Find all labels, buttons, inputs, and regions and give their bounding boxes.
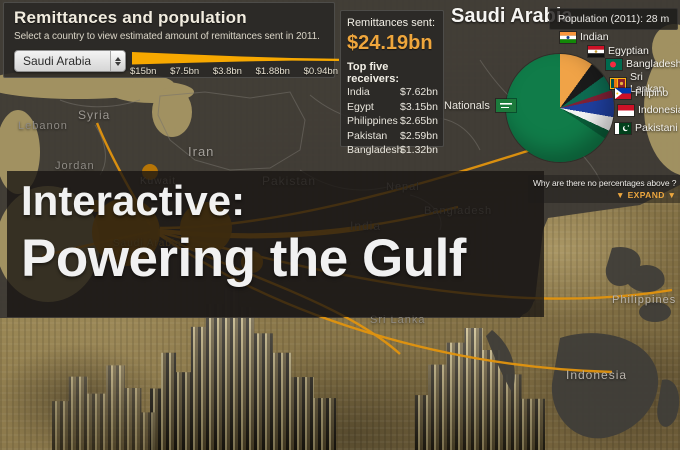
indonesia-flag-icon	[618, 104, 634, 116]
selected-country-title: Saudi Arabia	[451, 5, 573, 27]
percentages-question: Why are there no percentages above ?	[533, 178, 677, 188]
bangladesh-flag-icon	[606, 58, 622, 70]
panel-subtitle: Select a country to view estimated amoun…	[14, 31, 320, 42]
receiver-row: Philippines $2.65bn	[347, 115, 438, 127]
legend-item-bangladeshi[interactable]: Bangladeshi	[606, 58, 680, 70]
flow-scale-labels: $15bn $7.5bn $3.8bn $1.88bn $0.94bn	[130, 66, 338, 77]
map-label: Iran	[188, 144, 215, 159]
map-label: Indonesia	[566, 368, 628, 382]
map-label: Philippines	[612, 294, 677, 306]
population-badge: Population (2011): 28 m	[549, 8, 679, 30]
panel-title: Remittances and population	[14, 8, 247, 27]
title-kicker: Interactive:	[21, 177, 246, 224]
india-flag-icon	[560, 31, 576, 43]
country-dropdown[interactable]: Saudi Arabia	[14, 50, 126, 72]
expand-explainer[interactable]: Why are there no percentages above ? ▼ E…	[528, 175, 680, 203]
scale-label: $7.5bn	[170, 66, 200, 77]
selector-panel: Remittances and population Select a coun…	[3, 2, 339, 78]
map-label: Syria	[78, 108, 111, 122]
egypt-flag-icon	[588, 45, 604, 57]
map-label: Sri Lanka	[370, 314, 426, 326]
legend-item-filipino[interactable]: Filipino	[615, 87, 668, 99]
receiver-row: Pakistan $2.59bn	[347, 129, 438, 142]
legend-item-indian[interactable]: Indian	[560, 31, 609, 43]
expand-button[interactable]: ▼ EXPAND ▼	[616, 190, 677, 200]
receiver-row: India $7.62bn	[347, 86, 438, 98]
scale-label: $1.88bn	[255, 66, 290, 77]
map-label: Jordan	[55, 160, 95, 172]
map-label: Lebanon	[18, 120, 68, 132]
receiver-row: Egypt $3.15bn	[347, 100, 438, 113]
receiver-row: Bangladesh $1.32bn	[347, 144, 438, 156]
legend-item-pakistani[interactable]: Pakistani	[615, 122, 678, 134]
scale-label: $15bn	[130, 66, 157, 77]
legend-item-srilankan[interactable]: Sri Lankan	[610, 71, 680, 95]
receivers-heading: Top five receivers:	[347, 61, 399, 85]
legend-item-egyptian[interactable]: Egyptian	[588, 45, 649, 57]
receivers-list: India $7.62bn Egypt $3.15bn Philippines $2.65…	[347, 85, 438, 158]
legend-item-indonesian[interactable]: Indonesian	[618, 104, 680, 116]
nationals-label: Nationals	[444, 99, 516, 112]
title-overlay: Interactive: Powering the Gulf	[7, 171, 544, 317]
sent-label: Remittances sent:	[347, 17, 436, 29]
pakistan-flag-icon	[615, 122, 631, 134]
page-title: Powering the Gulf	[21, 229, 466, 289]
saudi-flag-icon	[495, 99, 516, 112]
srilanka-flag-icon	[610, 77, 626, 89]
flow-scale-band	[132, 52, 339, 65]
country-dropdown-value: Saudi Arabia	[23, 54, 92, 68]
sent-amount: $24.19bn	[347, 32, 433, 54]
dropdown-stepper-icon[interactable]	[110, 51, 125, 71]
scale-label: $3.8bn	[212, 66, 242, 77]
philippines-flag-icon	[615, 87, 631, 99]
remittances-sent-panel: Remittances sent: $24.19bn Top five rece…	[340, 10, 444, 156]
scale-label: $0.94bn	[303, 66, 338, 77]
population-pie-chart[interactable]	[506, 54, 614, 162]
